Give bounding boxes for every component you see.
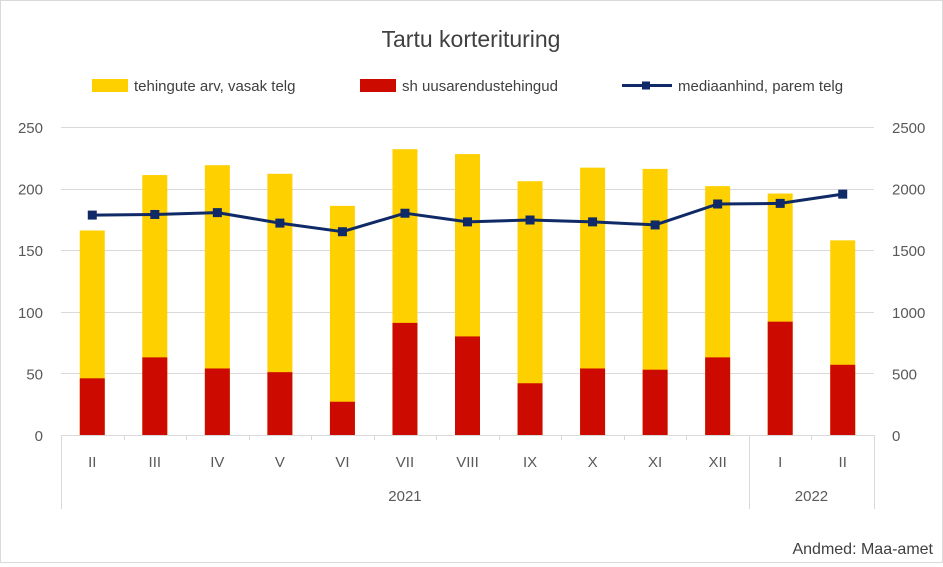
y-right-tick-label: 1000 [892,305,925,322]
bar-new-developments [642,369,668,435]
median-price-point [87,210,97,220]
legend-label-median: mediaanhind, parem telg [678,78,843,95]
x-tick-label: IV [210,454,224,471]
x-tick-label: XII [708,454,726,471]
y-axis-left: 0 50 100 150 200 250 [18,120,43,445]
x-tick-label: X [588,454,598,471]
y-left-tick-label: 50 [26,366,43,383]
median-price-point [588,217,598,227]
legend-swatch-new [360,79,396,92]
x-tick-label: I [778,454,782,471]
legend: tehingute arv, vasak telg sh uusarendust… [92,78,843,95]
bar-new-developments [455,336,480,435]
y-right-tick-label: 500 [892,366,917,383]
bar-new-developments [767,321,793,435]
legend-swatch-total [92,79,128,92]
y-right-tick-label: 1500 [892,243,925,260]
x-tick-label: VII [396,454,414,471]
y-right-tick-label: 2500 [892,120,925,137]
bar-new-developments [142,357,168,435]
x-tick-label: V [275,454,285,471]
y-left-tick-label: 200 [18,182,43,199]
bar-new-developments [705,357,731,435]
median-price-point [838,189,848,199]
y-right-tick-label: 2000 [892,182,925,199]
bar-new-developments [392,322,418,435]
y-axis-right: 0 500 1000 1500 2000 2500 [892,120,925,445]
median-price-point [212,208,222,218]
median-price-line [87,189,848,237]
x-tick-label: XI [648,454,662,471]
x-tick-label: VI [335,454,349,471]
y-left-tick-label: 250 [18,120,43,137]
legend-label-total: tehingute arv, vasak telg [134,78,295,95]
bar-total [329,205,355,435]
median-price-point [400,208,410,218]
x-tick-label: IX [523,454,537,471]
bar-new-developments [329,401,355,435]
bar-new-developments [79,378,105,435]
bars [79,149,856,436]
x-tick-label: VIII [456,454,479,471]
median-price-point [775,198,785,208]
x-tick-label: III [149,454,162,471]
median-price-point [275,218,285,228]
chart-title: Tartu korterituring [382,26,561,52]
bar-new-developments [580,368,606,435]
legend-marker-median [642,81,650,90]
median-price-point [463,217,472,227]
source-note: Andmed: Maa-amet [792,541,933,558]
median-price-point [650,220,660,230]
median-price-point [525,215,535,225]
median-price-point [150,209,160,219]
bar-new-developments [204,368,230,435]
year-group-label: 2022 [795,488,828,505]
y-left-tick-label: 0 [35,428,43,445]
bar-new-developments [830,364,856,435]
y-right-tick-label: 0 [892,428,900,445]
median-price-point [713,199,723,209]
y-left-tick-label: 150 [18,243,43,260]
year-group-label: 2021 [388,488,421,505]
y-left-tick-label: 100 [18,305,43,322]
median-price-point [337,227,347,237]
x-tick-label: II [88,454,96,471]
bar-new-developments [517,383,543,435]
bar-new-developments [267,372,293,435]
x-tick-label: II [839,454,847,471]
legend-label-new: sh uusarendustehingud [402,78,558,95]
